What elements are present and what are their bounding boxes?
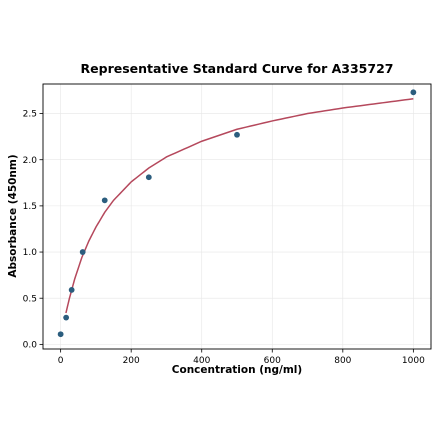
x-tick-label: 0 bbox=[58, 356, 64, 366]
x-tick-label: 800 bbox=[334, 356, 351, 366]
data-point bbox=[101, 197, 108, 204]
x-tick-label: 400 bbox=[193, 356, 210, 366]
data-point bbox=[410, 89, 417, 96]
data-point bbox=[68, 287, 75, 293]
y-axis-ticks: 0.0 0.5 1.0 1.5 2.0 2.5 bbox=[23, 110, 43, 351]
y-tick-label: 1.5 bbox=[23, 202, 37, 212]
y-tick-label: 0.0 bbox=[23, 341, 38, 351]
y-axis-label: Absorbance (450nm) bbox=[7, 154, 19, 277]
data-point bbox=[79, 249, 86, 255]
y-tick-label: 1.0 bbox=[23, 248, 38, 258]
x-tick-label: 200 bbox=[123, 356, 140, 366]
data-point bbox=[234, 131, 240, 138]
x-axis-ticks: 0 200 400 600 800 1000 bbox=[58, 349, 425, 366]
y-tick-label: 2.5 bbox=[23, 110, 37, 120]
fit-curve-line bbox=[65, 98, 414, 314]
data-points bbox=[57, 89, 417, 338]
x-axis-label: Concentration (ng/ml) bbox=[172, 364, 302, 376]
chart-title: Representative Standard Curve for A33572… bbox=[81, 61, 394, 76]
grid-lines bbox=[43, 84, 431, 349]
data-point bbox=[145, 174, 152, 181]
plot-area-frame bbox=[42, 83, 432, 350]
x-tick-label: 600 bbox=[264, 356, 281, 366]
y-tick-label: 0.5 bbox=[23, 294, 37, 304]
data-point bbox=[63, 314, 70, 321]
data-point bbox=[57, 331, 64, 338]
x-tick-label: 1000 bbox=[402, 356, 425, 366]
y-tick-label: 2.0 bbox=[23, 156, 38, 166]
